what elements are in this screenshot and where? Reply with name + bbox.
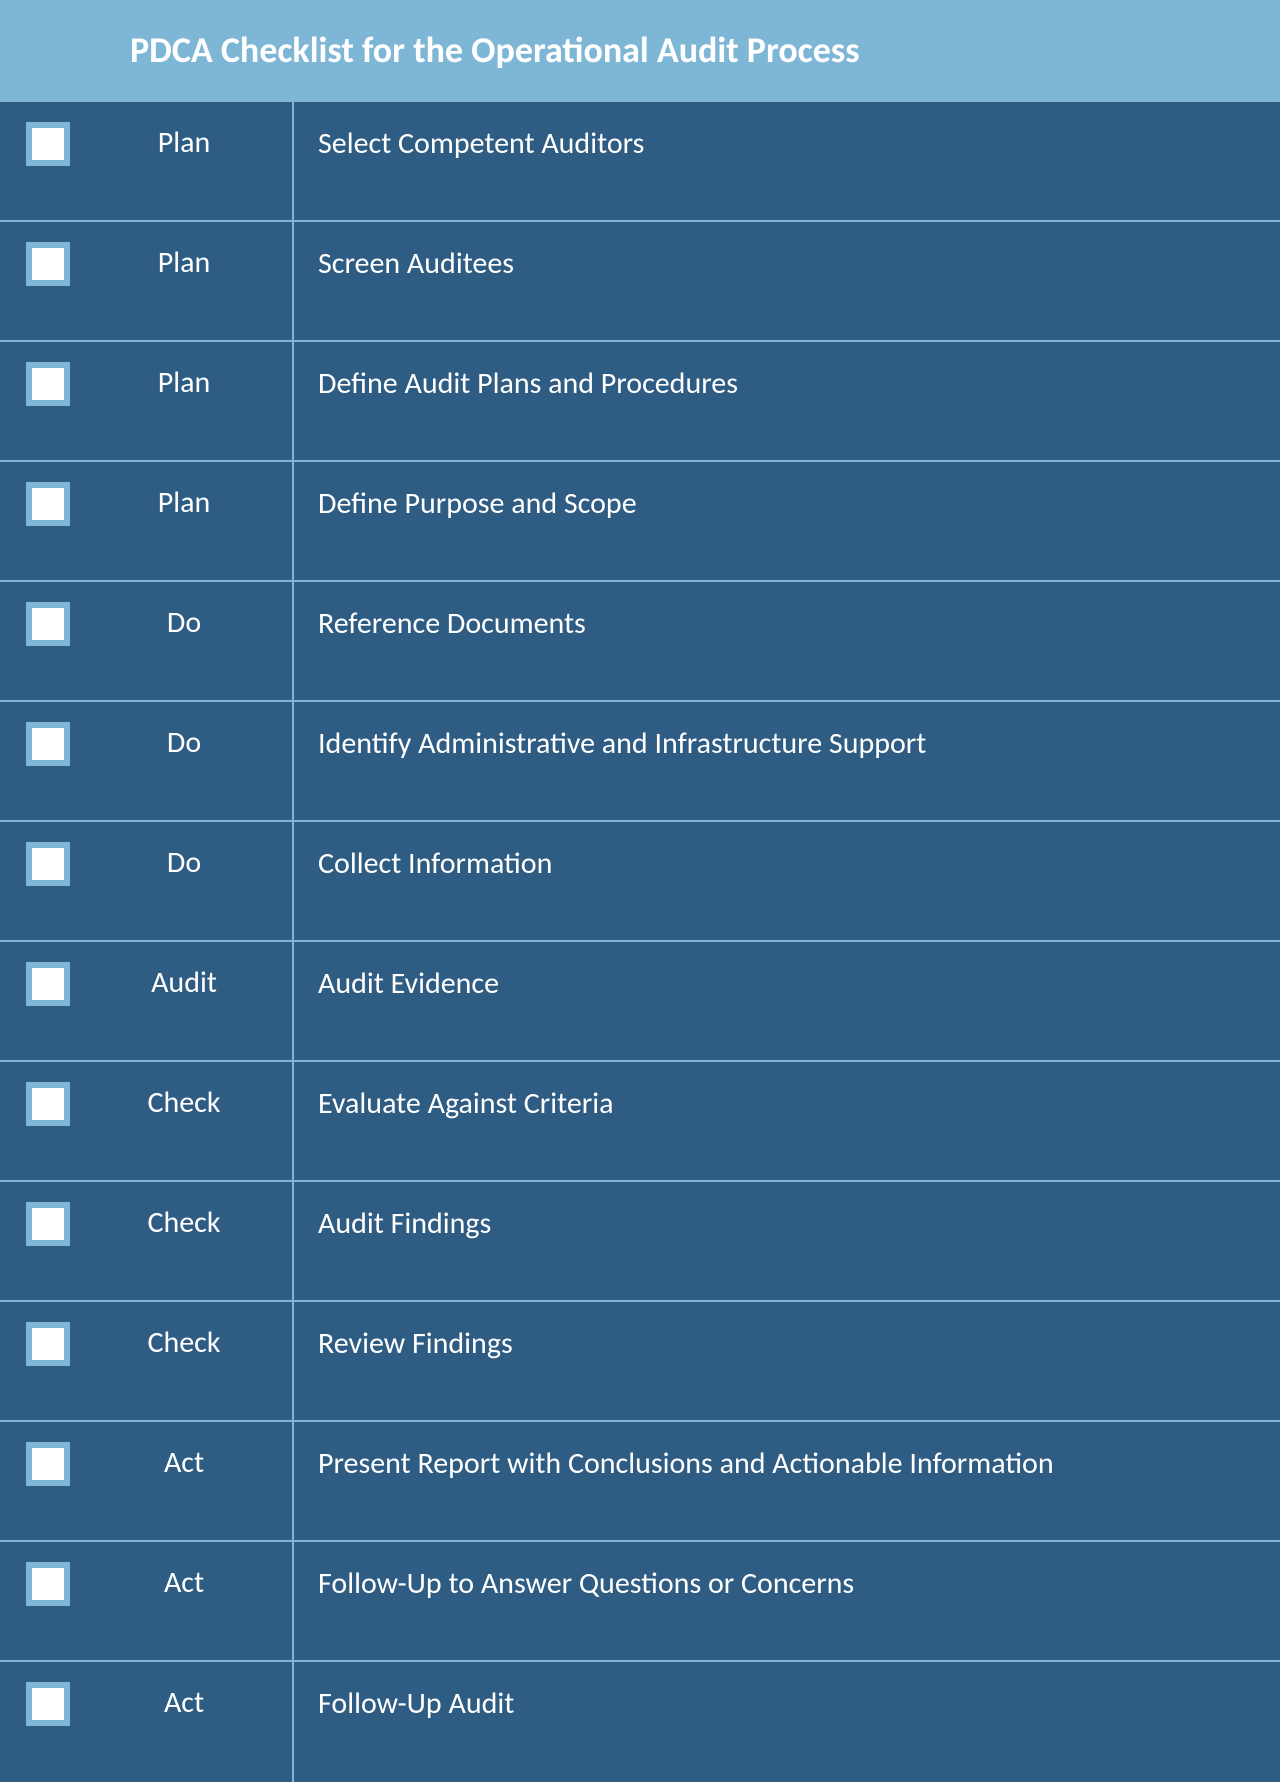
checklist-rows: PlanSelect Competent AuditorsPlanScreen … (0, 102, 1280, 1782)
checkbox-cell (0, 342, 96, 460)
phase-cell: Act (96, 1542, 294, 1660)
checkbox-cell (0, 1062, 96, 1180)
checkbox[interactable] (26, 1442, 70, 1486)
checklist-row: PlanSelect Competent Auditors (0, 102, 1280, 222)
checklist-row: DoIdentify Administrative and Infrastruc… (0, 702, 1280, 822)
task-cell: Reference Documents (294, 582, 1280, 700)
page-title: PDCA Checklist for the Operational Audit… (0, 0, 1280, 102)
checkbox-cell (0, 702, 96, 820)
task-cell: Review Findings (294, 1302, 1280, 1420)
checkbox-cell (0, 102, 96, 220)
task-cell: Audit Findings (294, 1182, 1280, 1300)
checkbox-cell (0, 1302, 96, 1420)
task-cell: Present Report with Conclusions and Acti… (294, 1422, 1280, 1540)
checklist-row: PlanScreen Auditees (0, 222, 1280, 342)
checkbox[interactable] (26, 842, 70, 886)
checkbox[interactable] (26, 122, 70, 166)
checklist-row: DoReference Documents (0, 582, 1280, 702)
checkbox[interactable] (26, 1322, 70, 1366)
task-cell: Follow-Up Audit (294, 1662, 1280, 1782)
checklist-row: CheckAudit Findings (0, 1182, 1280, 1302)
phase-cell: Plan (96, 222, 294, 340)
phase-cell: Plan (96, 462, 294, 580)
checkbox-cell (0, 1662, 96, 1782)
checkbox[interactable] (26, 242, 70, 286)
checklist-row: ActPresent Report with Conclusions and A… (0, 1422, 1280, 1542)
task-cell: Collect Information (294, 822, 1280, 940)
checkbox[interactable] (26, 722, 70, 766)
task-cell: Identify Administrative and Infrastructu… (294, 702, 1280, 820)
phase-cell: Audit (96, 942, 294, 1060)
checkbox[interactable] (26, 362, 70, 406)
checkbox-cell (0, 1542, 96, 1660)
checkbox[interactable] (26, 962, 70, 1006)
phase-cell: Check (96, 1062, 294, 1180)
checkbox-cell (0, 582, 96, 700)
checklist-row: PlanDefine Purpose and Scope (0, 462, 1280, 582)
checkbox[interactable] (26, 1562, 70, 1606)
checklist-row: ActFollow-Up Audit (0, 1662, 1280, 1782)
phase-cell: Check (96, 1302, 294, 1420)
phase-cell: Do (96, 822, 294, 940)
task-cell: Evaluate Against Criteria (294, 1062, 1280, 1180)
checklist-row: ActFollow-Up to Answer Questions or Conc… (0, 1542, 1280, 1662)
checkbox[interactable] (26, 602, 70, 646)
task-cell: Define Audit Plans and Procedures (294, 342, 1280, 460)
checklist-row: CheckReview Findings (0, 1302, 1280, 1422)
checkbox-cell (0, 942, 96, 1060)
checkbox[interactable] (26, 1082, 70, 1126)
phase-cell: Act (96, 1422, 294, 1540)
checklist-container: PDCA Checklist for the Operational Audit… (0, 0, 1280, 1782)
phase-cell: Do (96, 582, 294, 700)
checkbox-cell (0, 822, 96, 940)
checklist-row: DoCollect Information (0, 822, 1280, 942)
task-cell: Follow-Up to Answer Questions or Concern… (294, 1542, 1280, 1660)
checklist-row: CheckEvaluate Against Criteria (0, 1062, 1280, 1182)
checkbox[interactable] (26, 1202, 70, 1246)
checklist-row: PlanDefine Audit Plans and Procedures (0, 342, 1280, 462)
checkbox-cell (0, 1182, 96, 1300)
checkbox[interactable] (26, 1682, 70, 1726)
checkbox-cell (0, 462, 96, 580)
phase-cell: Act (96, 1662, 294, 1782)
phase-cell: Check (96, 1182, 294, 1300)
task-cell: Screen Auditees (294, 222, 1280, 340)
checklist-row: AuditAudit Evidence (0, 942, 1280, 1062)
task-cell: Select Competent Auditors (294, 102, 1280, 220)
task-cell: Define Purpose and Scope (294, 462, 1280, 580)
task-cell: Audit Evidence (294, 942, 1280, 1060)
checkbox[interactable] (26, 482, 70, 526)
checkbox-cell (0, 1422, 96, 1540)
phase-cell: Plan (96, 342, 294, 460)
checkbox-cell (0, 222, 96, 340)
phase-cell: Plan (96, 102, 294, 220)
phase-cell: Do (96, 702, 294, 820)
